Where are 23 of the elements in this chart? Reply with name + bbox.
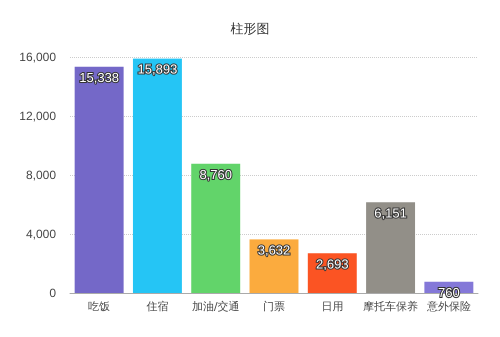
x-tick-label: 加油/交通 [192, 300, 240, 313]
data-label: 15,893 [138, 62, 178, 77]
data-label: 3,632 [258, 242, 290, 258]
x-tick-label: 意外保险 [426, 300, 471, 313]
chart-title: 柱形图 [230, 22, 270, 37]
x-tick-label: 住宿 [146, 300, 168, 313]
y-tick-label: 8,000 [26, 168, 56, 182]
bar [191, 164, 240, 293]
x-tick-label: 摩托车保养 [363, 300, 418, 313]
x-tick-label: 日用 [321, 300, 344, 313]
y-tick-label: 12,000 [19, 109, 56, 123]
x-tick-label: 门票 [263, 300, 285, 313]
x-tick-label: 吃饭 [88, 300, 110, 313]
data-label: 8,760 [199, 166, 232, 182]
bar [366, 202, 416, 293]
bar [132, 58, 182, 293]
data-label: 2,693 [316, 256, 349, 272]
bar [74, 66, 124, 293]
data-label: 6,151 [374, 205, 407, 220]
y-tick-label: 4,000 [26, 227, 56, 241]
data-label: 15,338 [79, 70, 120, 85]
y-tick-label: 0 [49, 286, 56, 300]
y-tick-label: 16,000 [19, 50, 56, 64]
